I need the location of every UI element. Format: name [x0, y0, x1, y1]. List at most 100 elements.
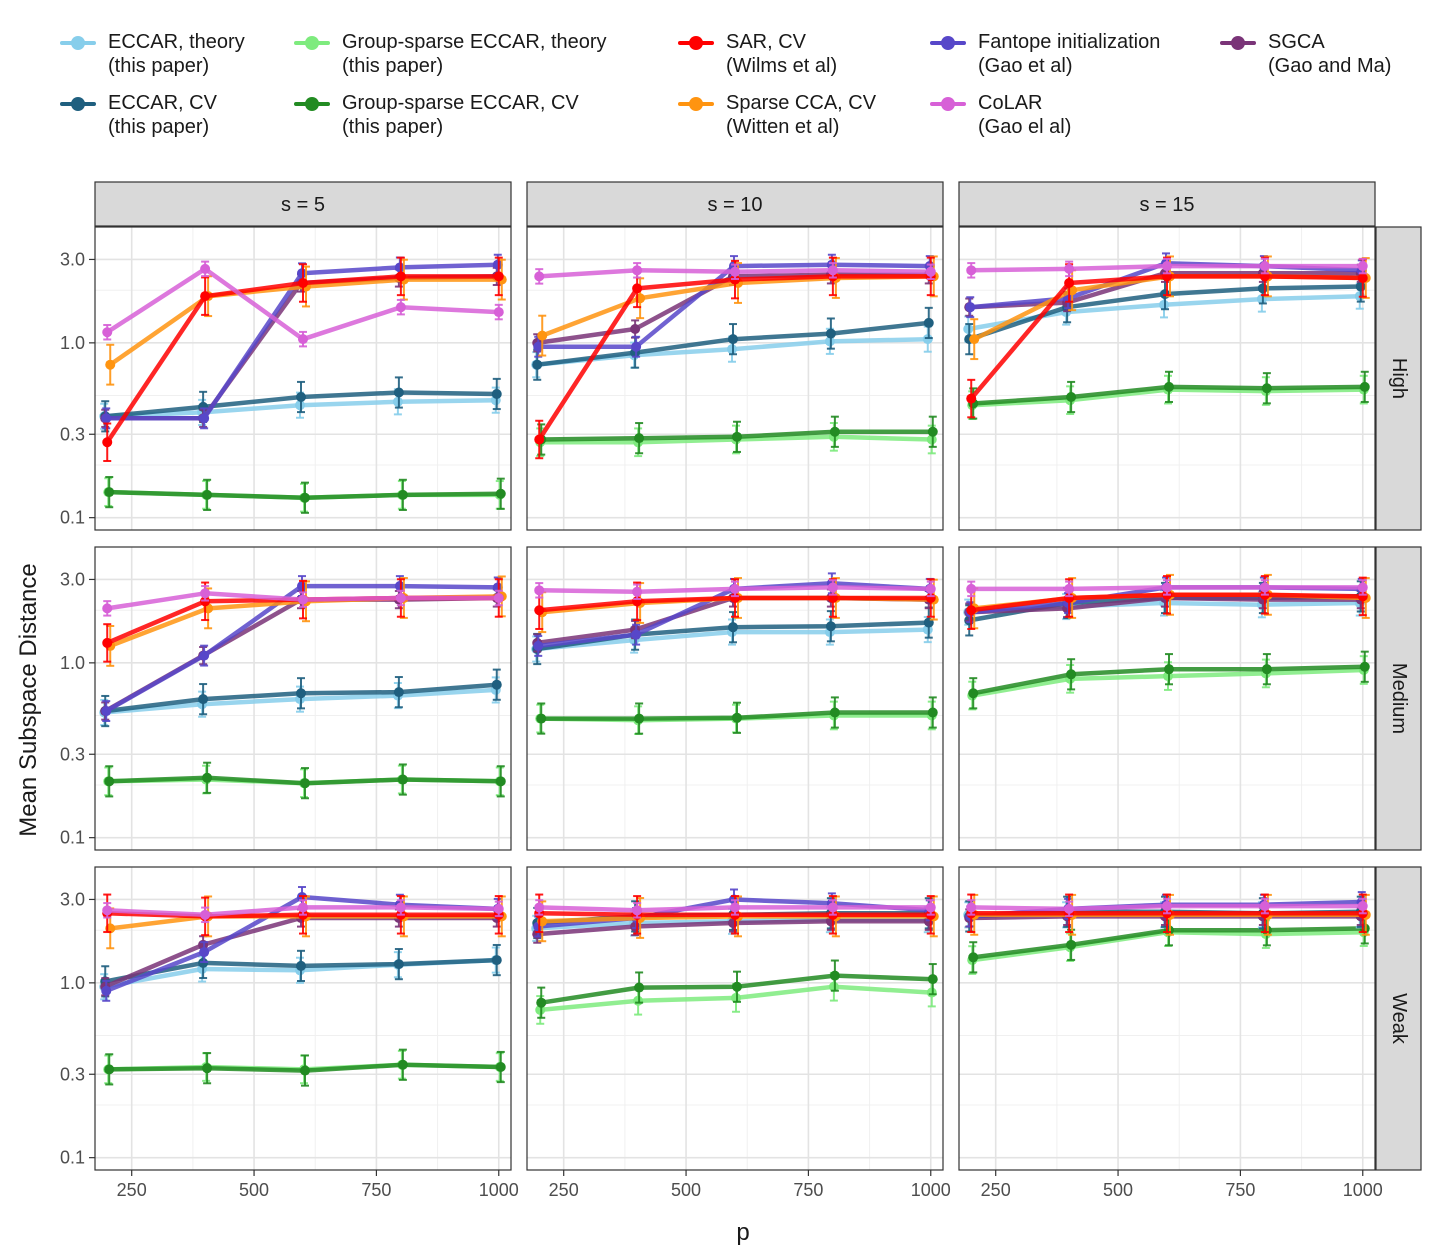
legend-key	[58, 91, 98, 135]
data-point-fantope	[101, 985, 112, 996]
x-tick-label: 1000	[479, 1180, 519, 1200]
data-point-sar_cv	[534, 605, 545, 616]
legend-ref: (this paper)	[108, 55, 210, 77]
data-point-gs_cv	[202, 772, 213, 783]
x-tick-label: 750	[793, 1180, 823, 1200]
facet-strip-label: s = 5	[281, 194, 325, 216]
data-point-eccar_cv	[1355, 281, 1366, 292]
panel-border	[94, 866, 512, 1171]
data-point-fantope	[533, 341, 544, 352]
legend-label: SAR, CV	[726, 31, 807, 53]
data-point-gs_cv	[300, 778, 310, 789]
data-point-gs_cv	[495, 488, 506, 499]
legend-item-gs-cv: Group-sparse ECCAR, CV (this paper)	[292, 91, 579, 139]
data-point-colar	[1259, 261, 1270, 272]
facet-strip-top	[94, 181, 512, 227]
x-tick-label: 750	[361, 1180, 391, 1200]
data-point-gs_cv	[829, 707, 840, 718]
data-point-colar	[925, 266, 936, 277]
data-point-colar	[827, 582, 838, 593]
data-point-sar_cv	[298, 277, 308, 288]
data-point-colar	[102, 905, 113, 916]
data-point-colar	[298, 902, 308, 913]
y-tick-label: 3.0	[60, 889, 85, 909]
data-point-colar	[200, 588, 211, 599]
facet-panel	[531, 888, 939, 1025]
data-point-sar_cv	[395, 271, 406, 282]
data-point-gs_cv	[968, 952, 979, 963]
data-point-colar	[632, 586, 643, 597]
legend-key	[676, 30, 716, 74]
data-point-gs_cv	[732, 431, 742, 442]
legend-item-eccar-cv: ECCAR, CV (this paper)	[58, 91, 217, 139]
data-point-colar	[200, 909, 211, 920]
data-point-sar_cv	[966, 393, 977, 404]
data-point-sar_cv	[200, 291, 211, 302]
data-point-gs_cv	[495, 776, 506, 787]
legend-ref: (Wilms et al)	[726, 55, 838, 77]
data-point-gs_cv	[927, 426, 938, 437]
y-tick-label: 0.1	[60, 1148, 85, 1168]
data-point-colar	[730, 266, 740, 277]
data-point-colar	[200, 263, 211, 274]
data-point-gs_cv	[1359, 381, 1370, 392]
y-tick-label: 0.3	[60, 424, 85, 444]
data-point-gs_cv	[104, 1064, 115, 1075]
data-point-colar	[1357, 582, 1368, 593]
data-point-gs_cv	[300, 1065, 310, 1076]
data-point-eccar_cv	[296, 392, 306, 403]
data-point-sar_cv	[102, 437, 113, 448]
x-tick-label: 500	[671, 1180, 701, 1200]
data-point-eccar_cv	[728, 622, 738, 633]
data-point-colar	[493, 592, 504, 603]
legend-key	[676, 91, 716, 135]
data-point-sar_cv	[534, 434, 545, 445]
facet-panel	[531, 253, 939, 460]
data-point-eccar_cv	[491, 388, 502, 399]
legend-label: ECCAR, CV	[108, 92, 217, 114]
y-tick-label: 0.1	[60, 508, 85, 528]
data-point-gs_cv	[202, 1063, 213, 1074]
data-point-colar	[534, 271, 545, 282]
data-point-eccar_cv	[393, 959, 404, 970]
x-axis-title: p	[736, 1219, 749, 1246]
data-point-colar	[730, 583, 740, 594]
facet-panel	[963, 573, 1371, 711]
data-point-gs_cv	[536, 997, 547, 1008]
data-point-colar	[1064, 903, 1075, 914]
data-point-colar	[966, 902, 977, 913]
data-point-colar	[925, 902, 936, 913]
data-point-eccar_cv	[1257, 283, 1268, 294]
data-point-gs_cv	[1359, 661, 1370, 672]
data-point-colar	[1259, 582, 1270, 593]
data-point-colar	[298, 334, 308, 345]
data-point-colar	[534, 585, 545, 596]
data-point-colar	[395, 302, 406, 313]
legend-item-scca-cv: Sparse CCA, CV (Witten et al)	[676, 91, 876, 139]
legend-key	[928, 91, 968, 135]
legend-item-colar: CoLAR (Gao el al)	[928, 91, 1071, 139]
panel-border	[94, 546, 512, 851]
panel-border	[526, 226, 944, 531]
legend-key	[1218, 30, 1258, 74]
panel-border	[526, 546, 944, 851]
facet-panel	[99, 253, 507, 514]
data-point-sar_cv	[1064, 277, 1075, 288]
facet-panel	[963, 252, 1371, 421]
legend-ref: (Gao el al)	[978, 116, 1072, 138]
panel-border	[958, 866, 1376, 1171]
facet-panel	[963, 891, 1371, 975]
data-point-colar	[1259, 901, 1270, 912]
data-point-sar_cv	[493, 271, 504, 282]
panel-border	[958, 546, 1376, 851]
data-point-fantope	[101, 706, 112, 717]
data-point-colar	[730, 902, 740, 913]
data-point-gs_cv	[968, 688, 979, 699]
legend-label: Sparse CCA, CV	[726, 92, 877, 114]
data-point-eccar_cv	[923, 317, 934, 328]
data-point-eccar_cv	[393, 687, 404, 698]
data-point-gs_cv	[1261, 664, 1272, 675]
data-point-gs_cv	[1066, 392, 1077, 403]
data-point-fantope	[199, 413, 210, 424]
legend-ref: (this paper)	[342, 55, 444, 77]
